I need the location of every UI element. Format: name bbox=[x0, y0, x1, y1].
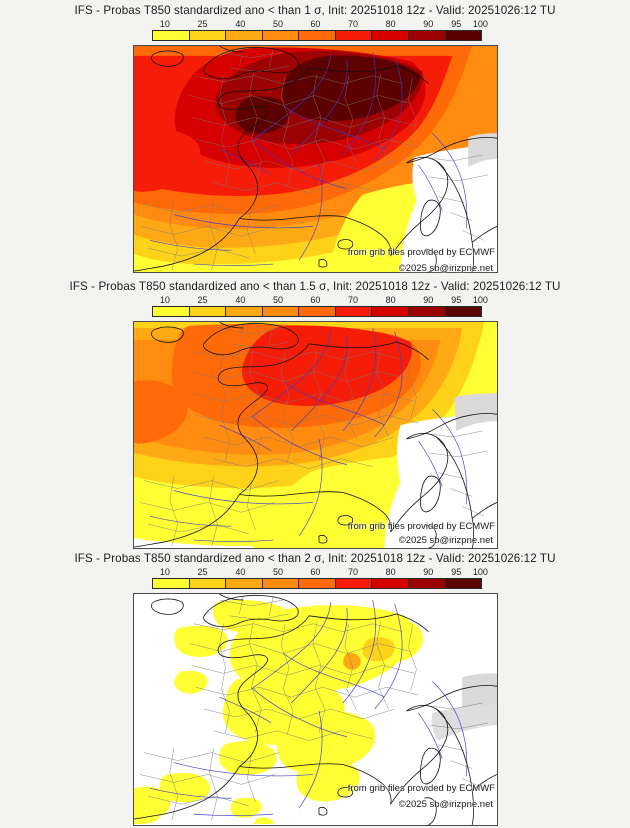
cbar-tick-80: 80 bbox=[385, 19, 396, 29]
cbar-bin-10-25 bbox=[153, 579, 190, 588]
panel-1-source-credit: from grib files provided by ECMWF bbox=[347, 247, 495, 258]
cbar-bin-10-25 bbox=[153, 307, 190, 316]
cbar-bin-25-40 bbox=[189, 307, 227, 316]
cbar-tick-50: 50 bbox=[273, 567, 284, 577]
panel-1-title: IFS - Probas T850 standardized ano < tha… bbox=[74, 4, 556, 17]
colorbar-swatches-1 bbox=[152, 30, 482, 41]
map-render-2 bbox=[134, 322, 497, 548]
map-render-3 bbox=[134, 594, 497, 825]
cbar-bin-10-25 bbox=[153, 31, 190, 40]
cbar-bin-95-100 bbox=[445, 579, 482, 588]
cbar-tick-100: 100 bbox=[472, 567, 488, 577]
cbar-tick-100: 100 bbox=[472, 295, 488, 305]
panel-2-colorbar: 10 25 40 50 60 70 80 90 95 100 bbox=[152, 295, 488, 317]
panel-2-copyright: ©2025 sb@irizpne.net bbox=[398, 535, 493, 546]
panel-1-colorbar: 10 25 40 50 60 70 80 90 95 100 bbox=[152, 19, 488, 41]
cbar-bin-70-80 bbox=[335, 31, 373, 40]
colorbar-ticks-1: 10 25 40 50 60 70 80 90 95 100 bbox=[152, 19, 488, 30]
map-panel-1[interactable] bbox=[133, 45, 498, 273]
cbar-tick-90: 90 bbox=[423, 295, 434, 305]
cbar-tick-10: 10 bbox=[159, 19, 170, 29]
cbar-tick-90: 90 bbox=[423, 567, 434, 577]
cbar-tick-95: 95 bbox=[451, 567, 462, 577]
cbar-bin-60-70 bbox=[299, 307, 336, 316]
cbar-bin-50-60 bbox=[262, 31, 300, 40]
cbar-bin-25-40 bbox=[189, 31, 227, 40]
cbar-tick-10: 10 bbox=[159, 567, 170, 577]
cbar-bin-90-95 bbox=[408, 307, 446, 316]
cbar-bin-25-40 bbox=[189, 579, 227, 588]
cbar-bin-40-50 bbox=[226, 307, 263, 316]
panel-3-copyright: ©2025 sb@irizpne.net bbox=[398, 799, 493, 810]
cbar-bin-60-70 bbox=[299, 31, 336, 40]
cbar-bin-95-100 bbox=[445, 307, 482, 316]
panel-1-copyright: ©2025 sb@irizpne.net bbox=[398, 263, 493, 274]
cbar-tick-100: 100 bbox=[472, 19, 488, 29]
cbar-tick-50: 50 bbox=[273, 295, 284, 305]
cbar-tick-70: 70 bbox=[347, 567, 358, 577]
map-render-1 bbox=[134, 46, 497, 272]
cbar-bin-50-60 bbox=[262, 579, 300, 588]
cbar-bin-60-70 bbox=[299, 579, 336, 588]
cbar-tick-40: 40 bbox=[235, 567, 246, 577]
cbar-tick-95: 95 bbox=[451, 19, 462, 29]
panel-2-title: IFS - Probas T850 standardized ano < tha… bbox=[69, 280, 561, 293]
cbar-tick-70: 70 bbox=[347, 19, 358, 29]
cbar-tick-60: 60 bbox=[310, 567, 321, 577]
cbar-bin-80-90 bbox=[372, 307, 409, 316]
map-panel-2[interactable] bbox=[133, 321, 498, 549]
cbar-bin-40-50 bbox=[226, 579, 263, 588]
colorbar-ticks-2: 10 25 40 50 60 70 80 90 95 100 bbox=[152, 295, 488, 306]
cbar-tick-60: 60 bbox=[310, 295, 321, 305]
map-panel-3[interactable] bbox=[133, 593, 498, 826]
cbar-tick-25: 25 bbox=[197, 19, 208, 29]
cbar-bin-90-95 bbox=[408, 31, 446, 40]
cbar-bin-50-60 bbox=[262, 307, 300, 316]
cbar-tick-90: 90 bbox=[423, 19, 434, 29]
cbar-tick-80: 80 bbox=[385, 295, 396, 305]
panel-2-source-credit: from grib files provided by ECMWF bbox=[347, 521, 495, 532]
cbar-bin-80-90 bbox=[372, 31, 409, 40]
colorbar-ticks-3: 10 25 40 50 60 70 80 90 95 100 bbox=[152, 567, 488, 578]
cbar-bin-70-80 bbox=[335, 307, 373, 316]
cbar-tick-40: 40 bbox=[235, 19, 246, 29]
cbar-bin-90-95 bbox=[408, 579, 446, 588]
cbar-tick-40: 40 bbox=[235, 295, 246, 305]
cbar-tick-70: 70 bbox=[347, 295, 358, 305]
cbar-tick-60: 60 bbox=[310, 19, 321, 29]
panel-1-5-sigma: IFS - Probas T850 standardized ano < tha… bbox=[0, 276, 630, 549]
cbar-tick-80: 80 bbox=[385, 567, 396, 577]
colorbar-swatches-3 bbox=[152, 578, 482, 589]
panel-1-sigma: IFS - Probas T850 standardized ano < tha… bbox=[0, 0, 630, 276]
cbar-tick-25: 25 bbox=[197, 295, 208, 305]
colorbar-swatches-2 bbox=[152, 306, 482, 317]
panel-3-title: IFS - Probas T850 standardized ano < tha… bbox=[74, 552, 556, 565]
cbar-tick-50: 50 bbox=[273, 19, 284, 29]
panel-2-sigma: IFS - Probas T850 standardized ano < tha… bbox=[0, 548, 630, 828]
cbar-tick-95: 95 bbox=[451, 295, 462, 305]
panel-3-source-credit: from grib files provided by ECMWF bbox=[347, 783, 495, 794]
cbar-bin-40-50 bbox=[226, 31, 263, 40]
cbar-bin-95-100 bbox=[445, 31, 482, 40]
panel-3-colorbar: 10 25 40 50 60 70 80 90 95 100 bbox=[152, 567, 488, 589]
cbar-tick-10: 10 bbox=[159, 295, 170, 305]
cbar-tick-25: 25 bbox=[197, 567, 208, 577]
cbar-bin-80-90 bbox=[372, 579, 409, 588]
cbar-bin-70-80 bbox=[335, 579, 373, 588]
